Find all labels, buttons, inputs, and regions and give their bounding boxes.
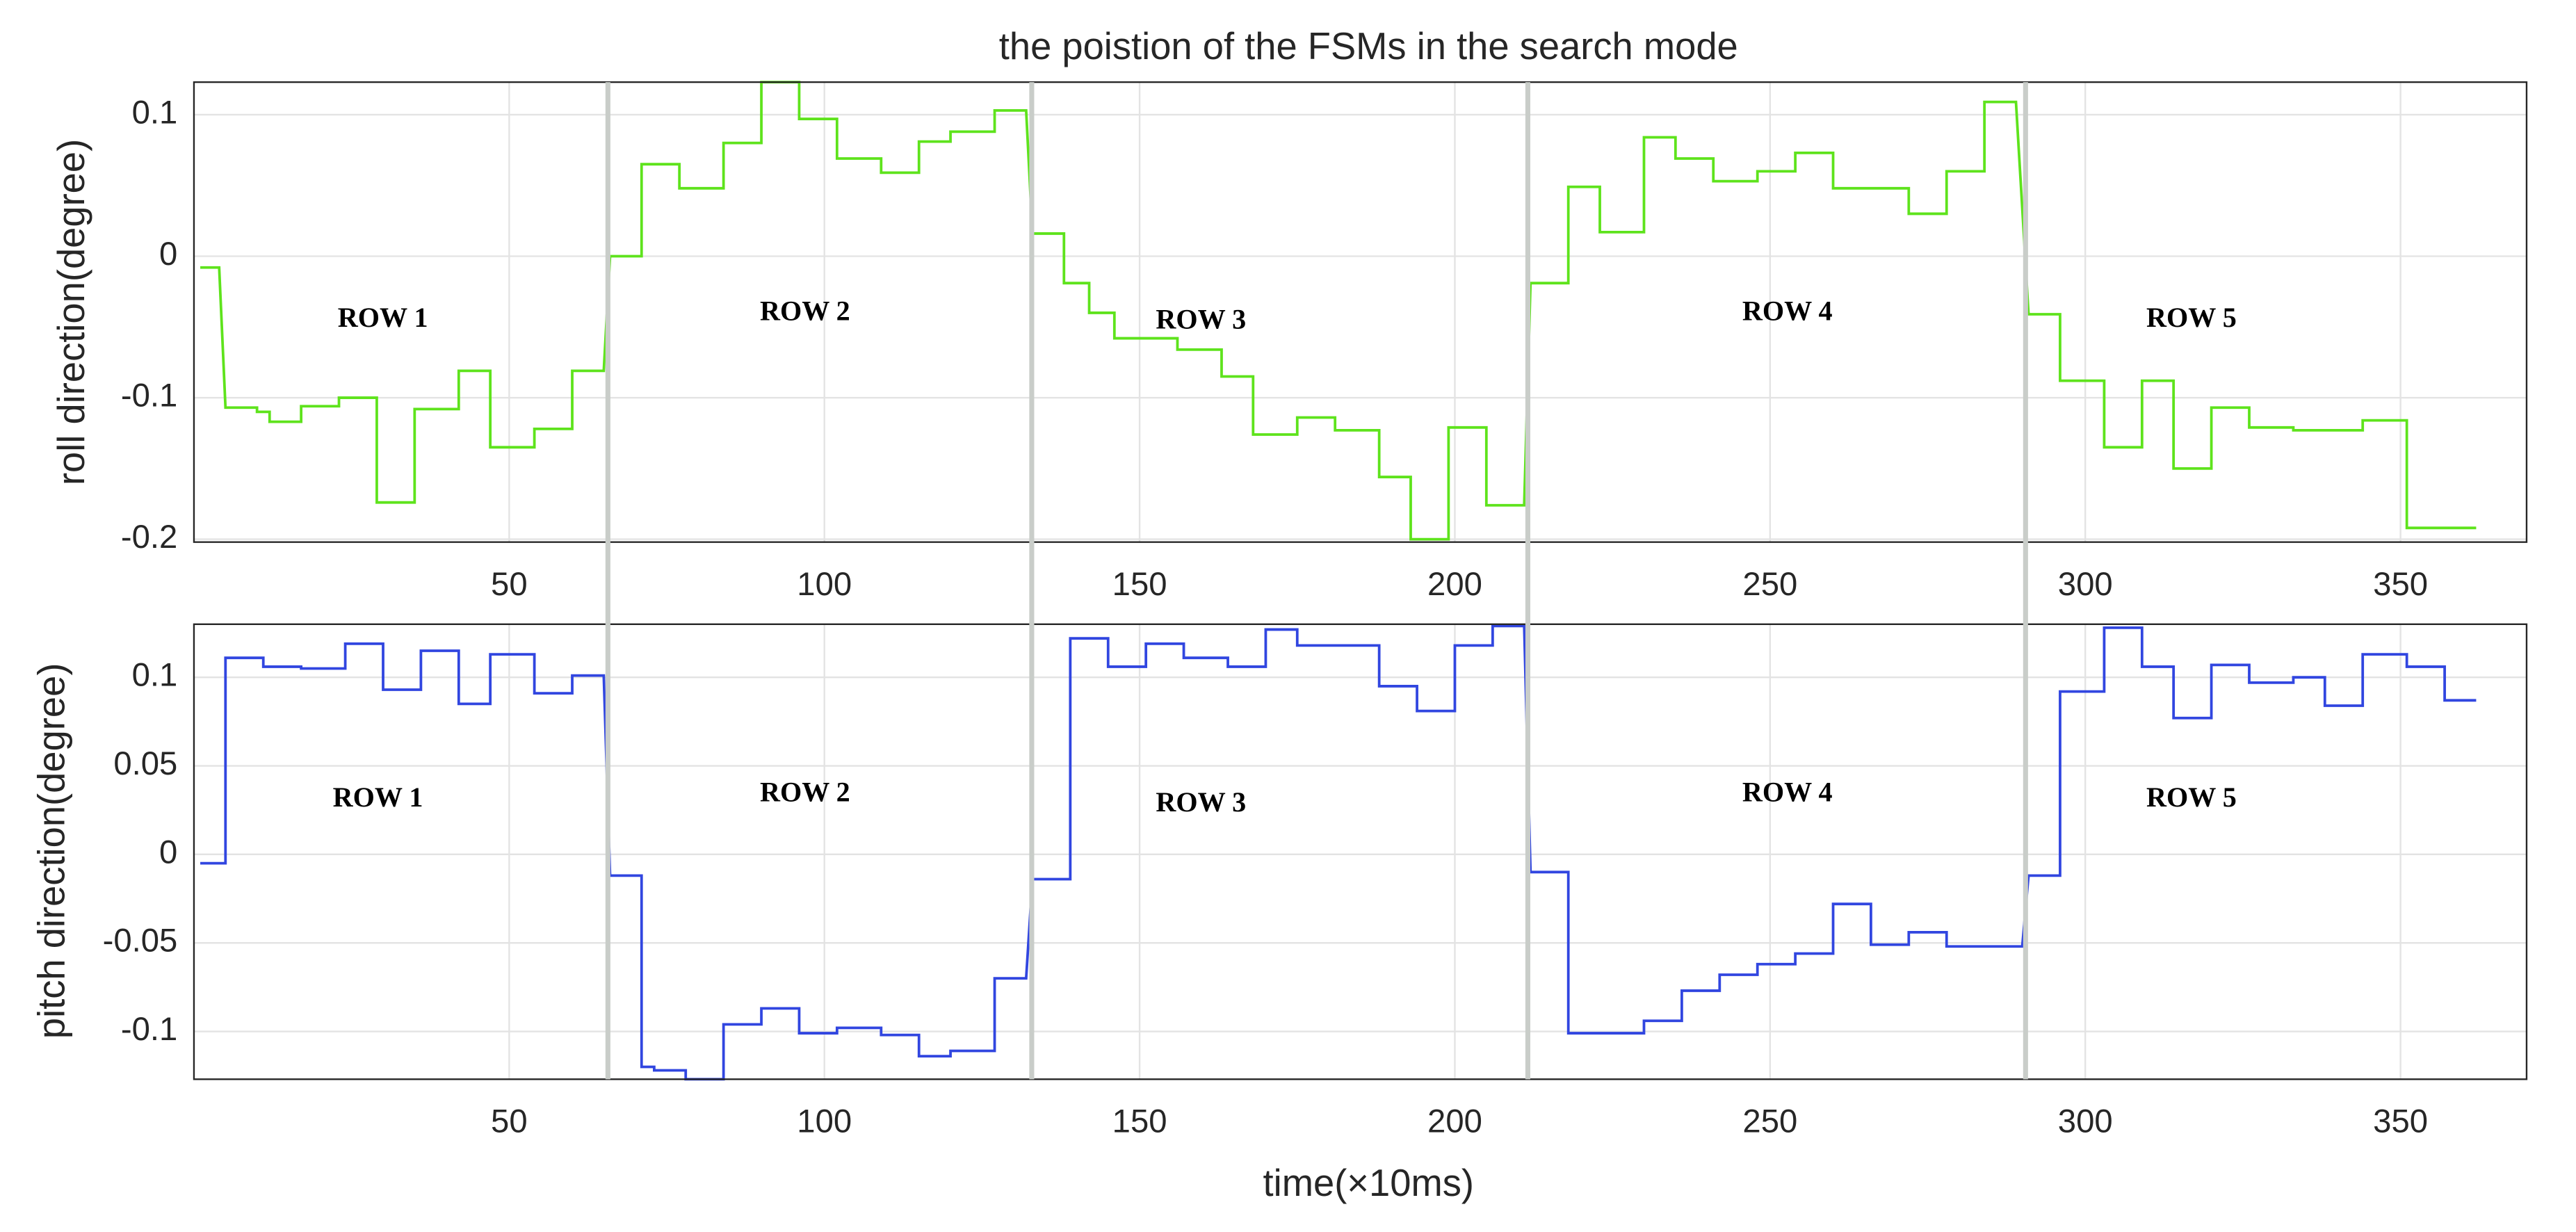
plot-area (193, 624, 2527, 1080)
chart-title: the poistion of the FSMs in the search m… (999, 25, 1738, 67)
x-tick-label: 50 (491, 1103, 528, 1140)
x-tick-label: 50 (491, 566, 528, 603)
row-label: ROW 2 (760, 295, 850, 326)
y-tick-label: 0.1 (132, 94, 178, 131)
row-label: ROW 3 (1156, 786, 1246, 818)
row-label: ROW 1 (338, 302, 428, 333)
row-label: ROW 5 (2146, 302, 2237, 333)
x-tick-label: 100 (797, 566, 852, 603)
y-tick-label: 0 (159, 834, 177, 870)
y-axis-title: roll direction(degree) (50, 139, 92, 485)
x-axis-title: time(×10ms) (1263, 1162, 1474, 1204)
y-tick-label: -0.1 (121, 378, 177, 414)
x-tick-label: 100 (797, 1103, 852, 1140)
y-tick-label: -0.2 (121, 519, 177, 556)
y-tick-label: 0 (159, 236, 177, 273)
plot-border (193, 81, 2528, 543)
y-tick-label: 0.05 (113, 745, 177, 782)
x-tick-label: 150 (1112, 1103, 1167, 1140)
plot-border (193, 623, 2528, 1080)
x-tick-label: 250 (1742, 1103, 1797, 1140)
x-tick-label: 300 (2058, 1103, 2113, 1140)
row-label: ROW 4 (1742, 777, 1833, 808)
data-line (200, 624, 2477, 1081)
row-label: ROW 5 (2146, 781, 2237, 813)
y-tick-label: -0.05 (103, 923, 178, 959)
row-label: ROW 4 (1742, 295, 1833, 326)
y-axis-title: pitch direction(degree) (30, 663, 72, 1039)
y-tick-label: 0.1 (132, 657, 178, 694)
x-tick-label: 250 (1742, 566, 1797, 603)
x-tick-label: 150 (1112, 566, 1167, 603)
y-tick-label: -0.1 (121, 1011, 177, 1048)
x-tick-label: 350 (2373, 1103, 2428, 1140)
x-tick-label: 350 (2373, 566, 2428, 603)
row-label: ROW 3 (1156, 303, 1246, 334)
x-tick-label: 300 (2058, 566, 2113, 603)
row-label: ROW 1 (333, 781, 423, 813)
row-label: ROW 2 (760, 777, 850, 808)
x-tick-label: 200 (1427, 1103, 1482, 1140)
plot-area (193, 82, 2527, 542)
x-tick-label: 200 (1427, 566, 1482, 603)
